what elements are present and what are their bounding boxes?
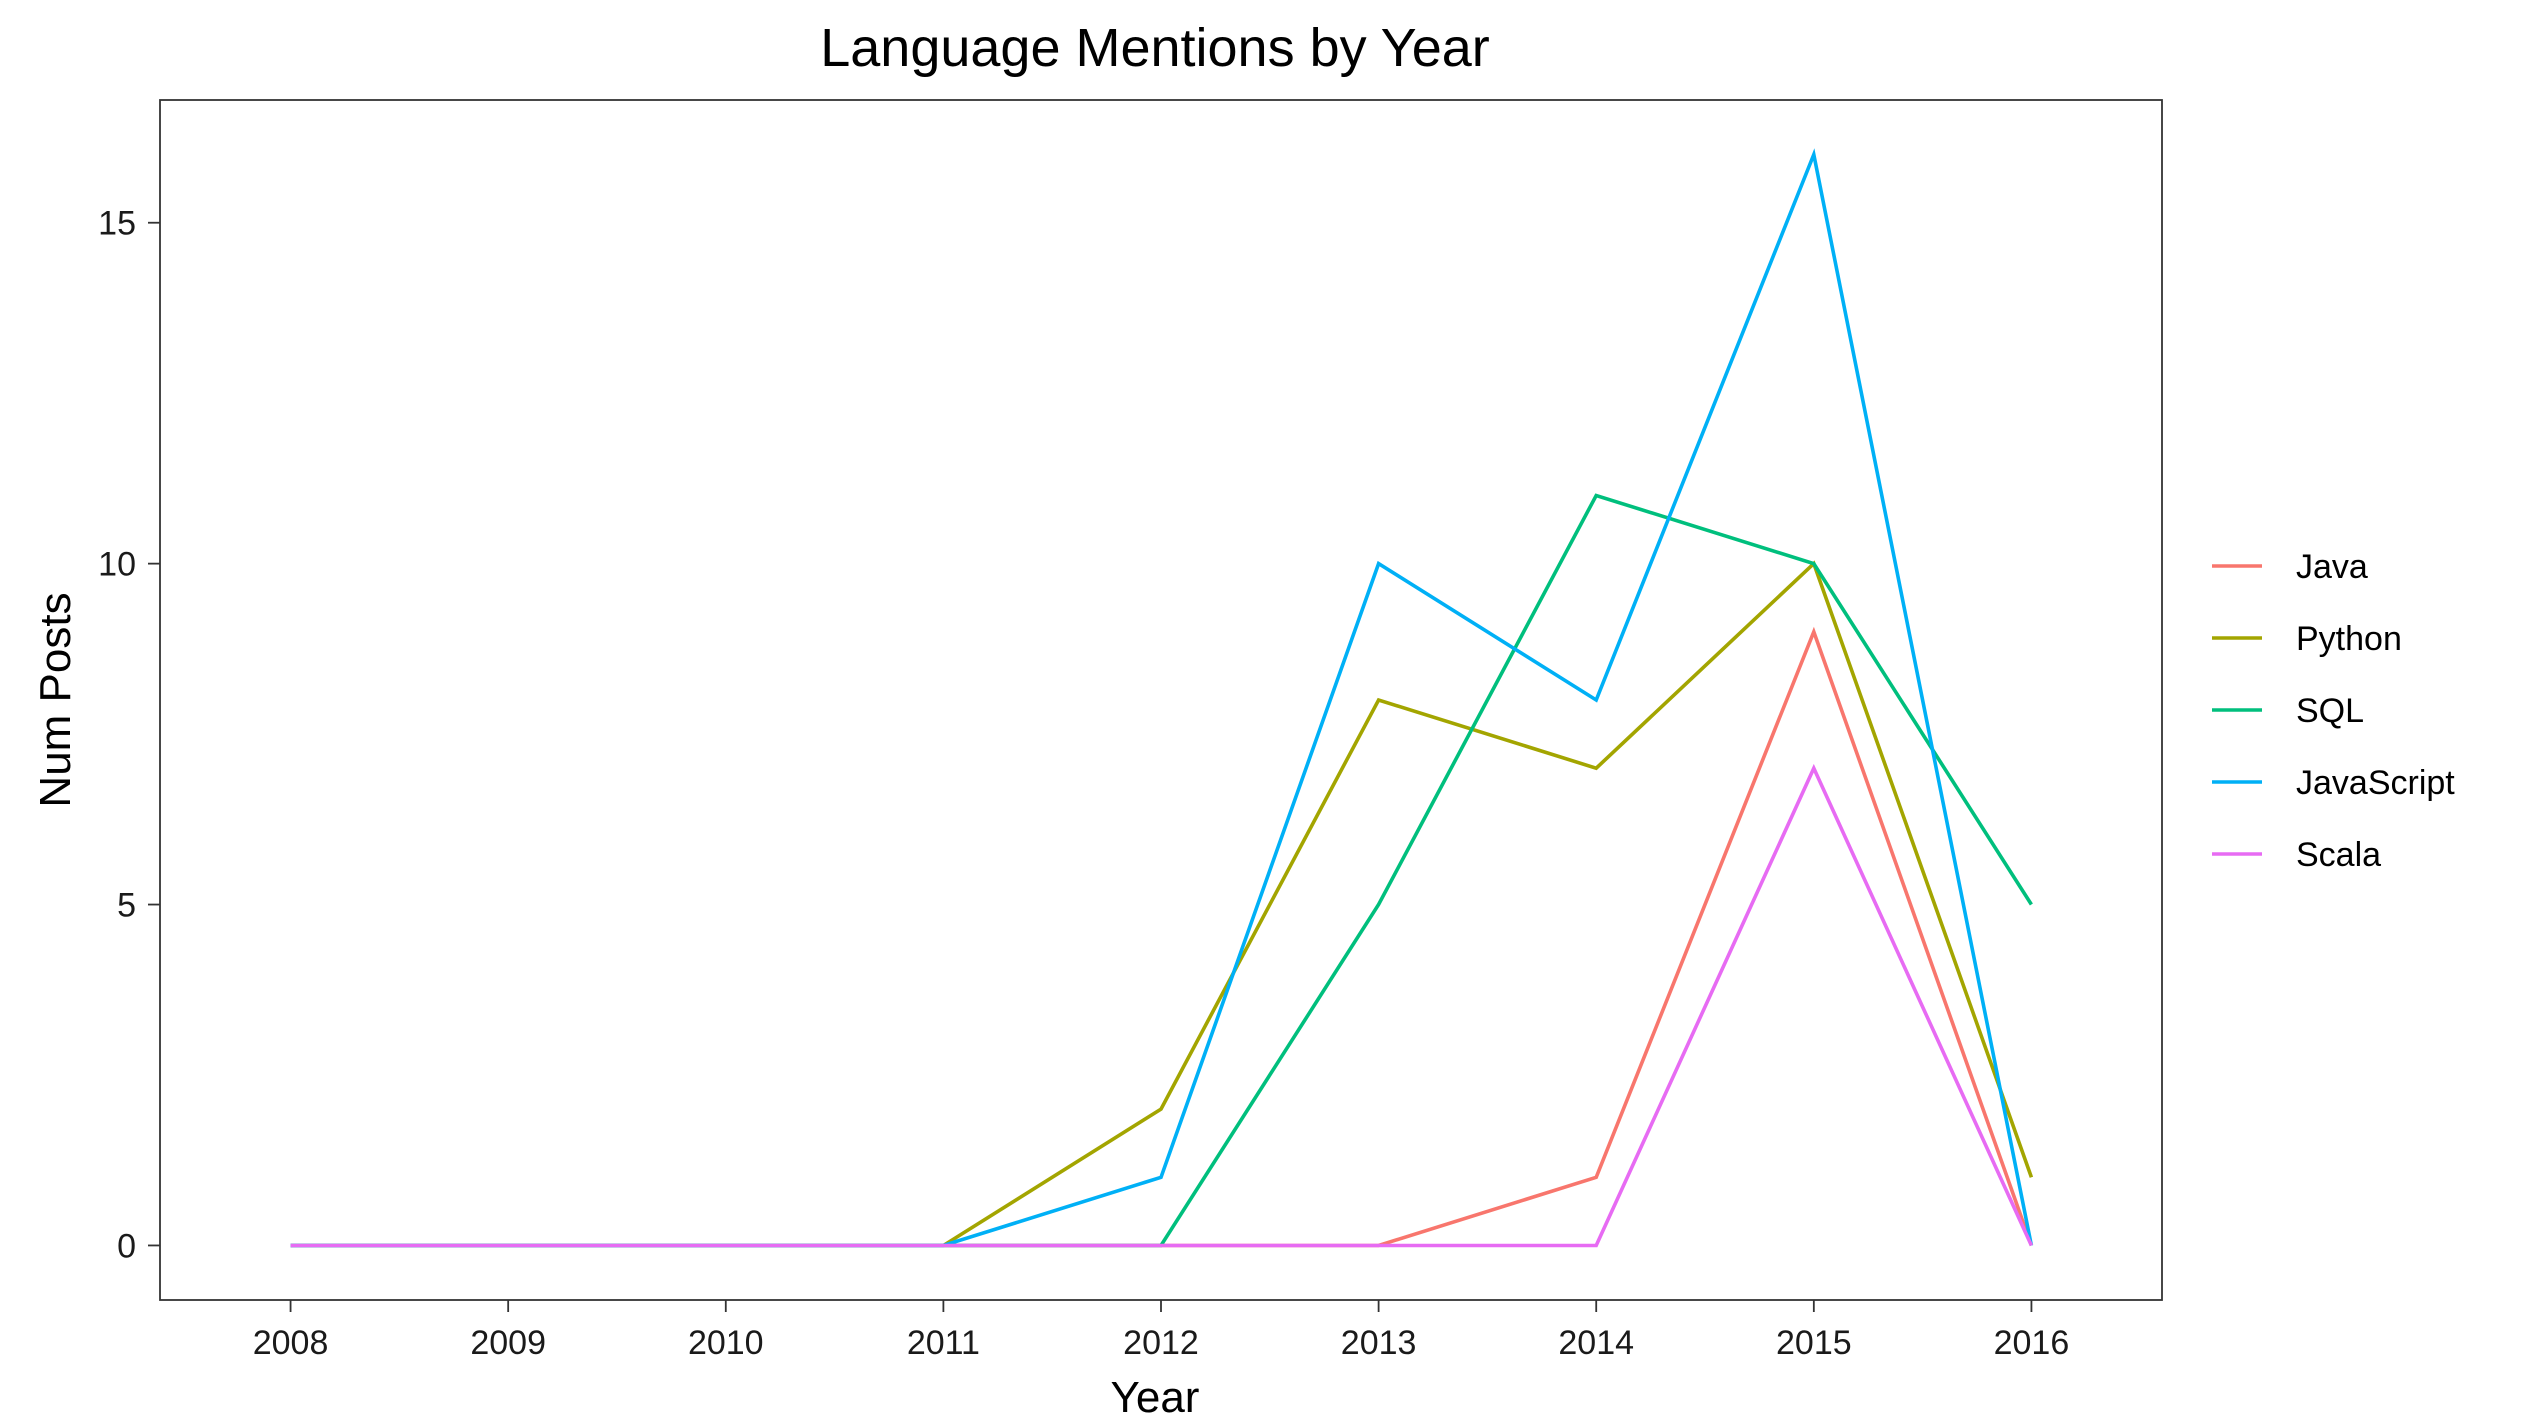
- x-tick-label: 2014: [1558, 1324, 1634, 1362]
- x-tick-label: 2011: [907, 1324, 980, 1362]
- y-tick-label: 0: [117, 1227, 136, 1265]
- y-tick-label: 15: [98, 205, 136, 243]
- chart-title: Language Mentions by Year: [820, 18, 1490, 78]
- series-line-java: [290, 626, 2034, 1248]
- x-tick-label: 2009: [470, 1324, 546, 1362]
- legend-label: JavaScript: [2296, 764, 2455, 802]
- x-axis-title: Year: [1111, 1373, 1200, 1422]
- x-axis: 2008 2009 2010 2011 2012 2013 2014 2015 2016: [253, 1300, 2070, 1362]
- y-tick-label: 5: [117, 887, 136, 925]
- legend-label: Python: [2296, 620, 2402, 658]
- y-axis-title: Num Posts: [31, 592, 80, 807]
- x-tick-label: 2013: [1341, 1324, 1417, 1362]
- series-layer: [290, 148, 2034, 1248]
- y-axis: 0 5 10 15: [98, 205, 160, 1265]
- legend-label: Scala: [2296, 836, 2381, 874]
- series-line-scala: [290, 763, 2034, 1248]
- legend: Java Python SQL JavaScript Scala: [2212, 548, 2455, 874]
- x-tick-label: 2010: [688, 1324, 764, 1362]
- x-tick-label: 2015: [1776, 1324, 1852, 1362]
- legend-label: SQL: [2296, 692, 2364, 730]
- x-tick-label: 2016: [1994, 1324, 2070, 1362]
- x-tick-label: 2008: [253, 1324, 329, 1362]
- legend-label: Java: [2296, 548, 2368, 586]
- series-line-python: [290, 560, 2034, 1248]
- series-line-sql: [290, 493, 2033, 1248]
- series-line-javascript: [290, 148, 2034, 1248]
- y-tick-label: 10: [98, 546, 136, 584]
- x-tick-label: 2012: [1123, 1324, 1199, 1362]
